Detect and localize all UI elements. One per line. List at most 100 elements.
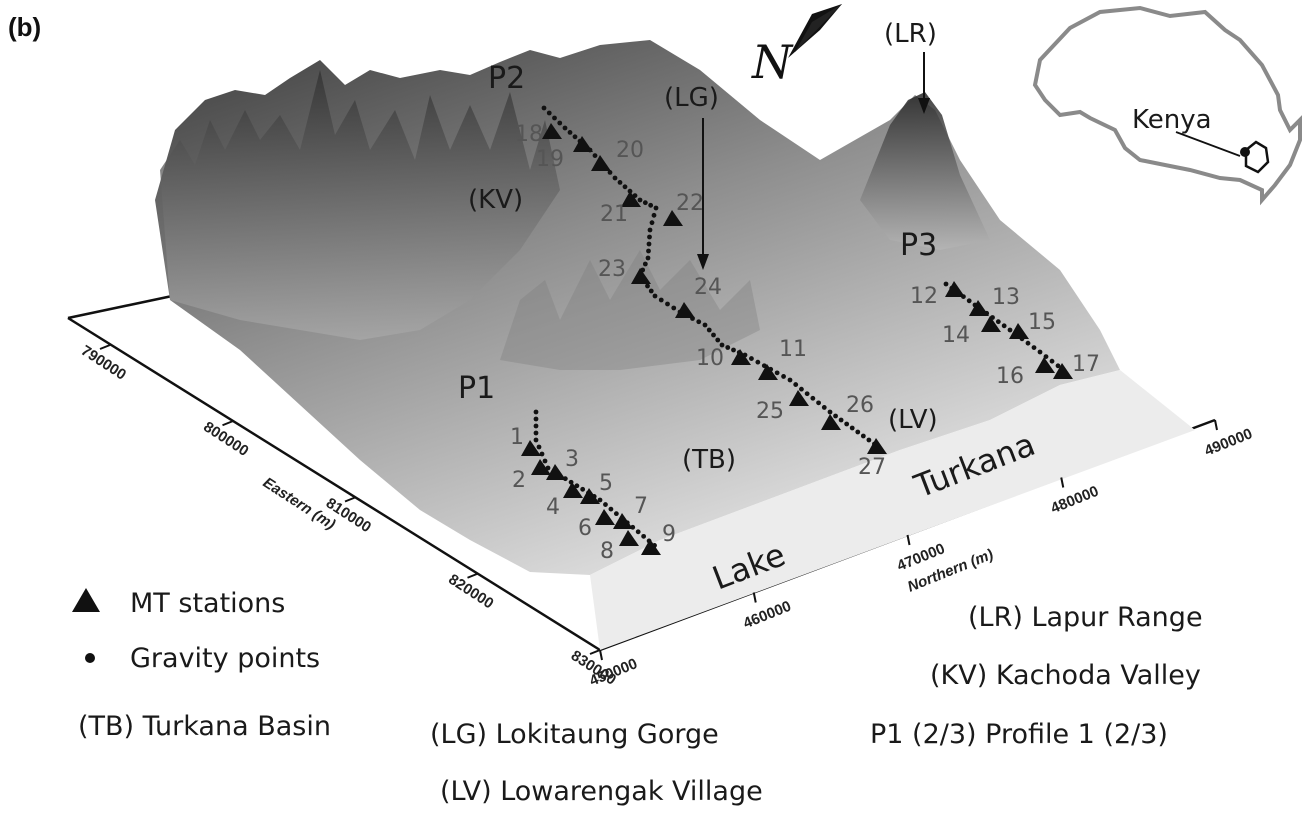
gravity-point <box>580 486 586 492</box>
gravity-point <box>1049 358 1055 364</box>
station-number: 27 <box>858 455 886 480</box>
gravity-point <box>572 134 578 140</box>
gravity-point <box>552 115 557 121</box>
mt-station-marker <box>631 268 651 284</box>
mt-station-marker <box>563 482 583 498</box>
gravity-point <box>719 342 725 348</box>
station-number: 20 <box>616 138 644 163</box>
station-number: 26 <box>846 393 874 418</box>
gravity-point <box>793 382 799 387</box>
gravity-point <box>608 506 614 512</box>
mt-station-marker <box>619 530 639 546</box>
station-number: 14 <box>942 323 970 348</box>
gravity-point <box>838 417 844 423</box>
mt-station-marker <box>613 513 633 529</box>
legend-kv: (KV) Kachoda Valley <box>930 660 1201 691</box>
gravity-point <box>966 298 972 304</box>
gravity-point <box>613 511 619 517</box>
station-number: 15 <box>1028 310 1056 335</box>
marker-lg: (LG) <box>664 83 719 113</box>
gravity-point <box>706 327 712 333</box>
marker-lv: (LV) <box>888 405 938 435</box>
gravity-point <box>781 374 786 379</box>
gravity-point <box>665 301 670 307</box>
mt-station-marker <box>821 414 841 430</box>
gravity-point <box>533 409 539 415</box>
mt-station-marker <box>591 155 611 171</box>
station-number: 8 <box>600 539 614 564</box>
gravity-point <box>648 288 654 294</box>
legend: MT stations Gravity points (TB) Turkana … <box>72 588 1203 807</box>
station-number: 7 <box>634 494 648 519</box>
gravity-point <box>1043 354 1049 359</box>
legend-lg: (LG) Lokitaung Gorge <box>430 719 719 750</box>
legend-gravity-points: Gravity points <box>130 643 320 674</box>
gravity-point <box>658 297 664 303</box>
gravity-point <box>542 458 548 464</box>
mt-station-marker <box>580 488 600 504</box>
station-number: 19 <box>536 147 564 172</box>
station-number: 11 <box>779 337 807 362</box>
kenya-outline <box>1244 140 1270 174</box>
mt-station-marker <box>595 509 615 525</box>
gravity-point <box>1007 327 1013 333</box>
gravity-point <box>749 356 754 361</box>
gravity-point <box>533 430 539 436</box>
gravity-point <box>652 293 658 299</box>
marker-lr: (LR) <box>884 19 937 49</box>
legend-gravity-dot <box>85 653 95 663</box>
mt-stations <box>521 123 1073 555</box>
gravity-point <box>799 386 804 392</box>
station-number: 4 <box>546 495 560 520</box>
gravity-point <box>597 497 603 503</box>
profile-label-p3: P3 <box>900 228 937 263</box>
station-number: 10 <box>696 346 724 371</box>
gravity-point <box>725 345 731 350</box>
station-number: 3 <box>565 447 579 472</box>
gravity-point <box>810 395 816 401</box>
profile-label-p1: P1 <box>458 371 495 406</box>
station-number: 18 <box>515 122 543 147</box>
legend-lr: (LR) Lapur Range <box>968 602 1203 633</box>
mt-station-marker <box>1053 363 1073 379</box>
mt-station-marker <box>621 191 641 207</box>
gravity-point <box>731 347 736 353</box>
mt-station-marker <box>663 210 683 226</box>
gravity-point <box>574 483 580 489</box>
gravity-point <box>702 322 708 328</box>
gravity-point <box>844 421 850 427</box>
gravity-point <box>641 533 647 539</box>
gravity-point <box>648 202 654 208</box>
gravity-point <box>1037 349 1043 355</box>
mt-station-marker <box>573 136 593 152</box>
station-number: 1 <box>510 425 524 450</box>
gravity-point <box>804 391 810 397</box>
north-arrow-letter: N <box>751 35 794 89</box>
gravity-point <box>653 205 659 211</box>
mt-station-marker <box>969 300 989 316</box>
terrain <box>155 40 1195 650</box>
profile-label-p2: P2 <box>488 61 525 96</box>
station-number: 17 <box>1072 352 1100 377</box>
gravity-point <box>860 433 866 439</box>
station-number: 9 <box>662 522 676 547</box>
gravity-point <box>567 130 573 135</box>
mt-station-marker <box>758 364 778 380</box>
gravity-point <box>533 437 539 443</box>
inset-africa-map: Kenya <box>1032 5 1302 206</box>
mt-station-marker <box>731 349 751 365</box>
gravity-point <box>1055 363 1061 369</box>
gravity-point <box>827 409 833 415</box>
station-number: 6 <box>578 516 592 541</box>
gravity-point <box>557 120 563 126</box>
station-number: 25 <box>756 399 784 424</box>
mt-station-marker <box>675 302 695 318</box>
gravity-point <box>1001 323 1007 329</box>
mt-station-marker <box>641 539 661 555</box>
legend-mt-triangle <box>72 588 100 612</box>
station-number: 16 <box>996 364 1024 389</box>
station-number: 24 <box>694 275 722 300</box>
gravity-point <box>642 200 648 206</box>
